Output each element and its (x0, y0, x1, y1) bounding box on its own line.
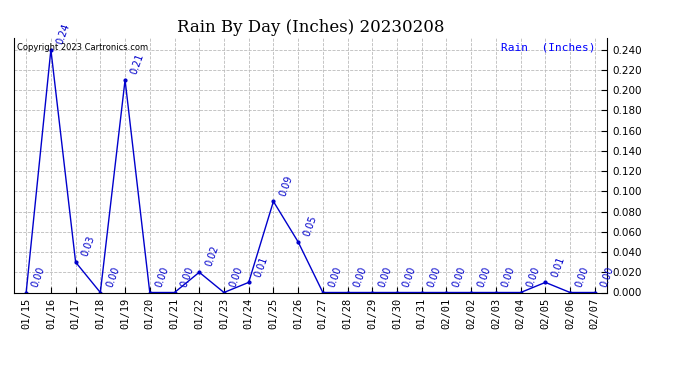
Text: 0.00: 0.00 (154, 265, 170, 288)
Text: 0.01: 0.01 (549, 255, 566, 278)
Title: Rain By Day (Inches) 20230208: Rain By Day (Inches) 20230208 (177, 19, 444, 36)
Text: 0.00: 0.00 (327, 265, 344, 288)
Text: 0.02: 0.02 (204, 244, 220, 268)
Text: 0.05: 0.05 (302, 214, 319, 238)
Text: 0.00: 0.00 (599, 265, 615, 288)
Text: 0.00: 0.00 (104, 265, 121, 288)
Text: 0.00: 0.00 (451, 265, 467, 288)
Text: 0.00: 0.00 (228, 265, 245, 288)
Text: Copyright 2023 Cartronics.com: Copyright 2023 Cartronics.com (17, 43, 148, 52)
Text: 0.00: 0.00 (377, 265, 393, 288)
Text: 0.00: 0.00 (30, 265, 47, 288)
Text: 0.01: 0.01 (253, 255, 270, 278)
Text: 0.03: 0.03 (80, 234, 97, 258)
Text: 0.00: 0.00 (426, 265, 443, 288)
Text: 0.00: 0.00 (401, 265, 418, 288)
Text: 0.00: 0.00 (352, 265, 368, 288)
Text: Rain  (Inches): Rain (Inches) (501, 43, 595, 52)
Text: 0.00: 0.00 (179, 265, 195, 288)
Text: 0.00: 0.00 (574, 265, 591, 288)
Text: 0.00: 0.00 (500, 265, 517, 288)
Text: 0.21: 0.21 (129, 52, 146, 76)
Text: 0.09: 0.09 (277, 174, 295, 197)
Text: 0.00: 0.00 (525, 265, 542, 288)
Text: 0.24: 0.24 (55, 22, 72, 45)
Text: 0.00: 0.00 (475, 265, 492, 288)
